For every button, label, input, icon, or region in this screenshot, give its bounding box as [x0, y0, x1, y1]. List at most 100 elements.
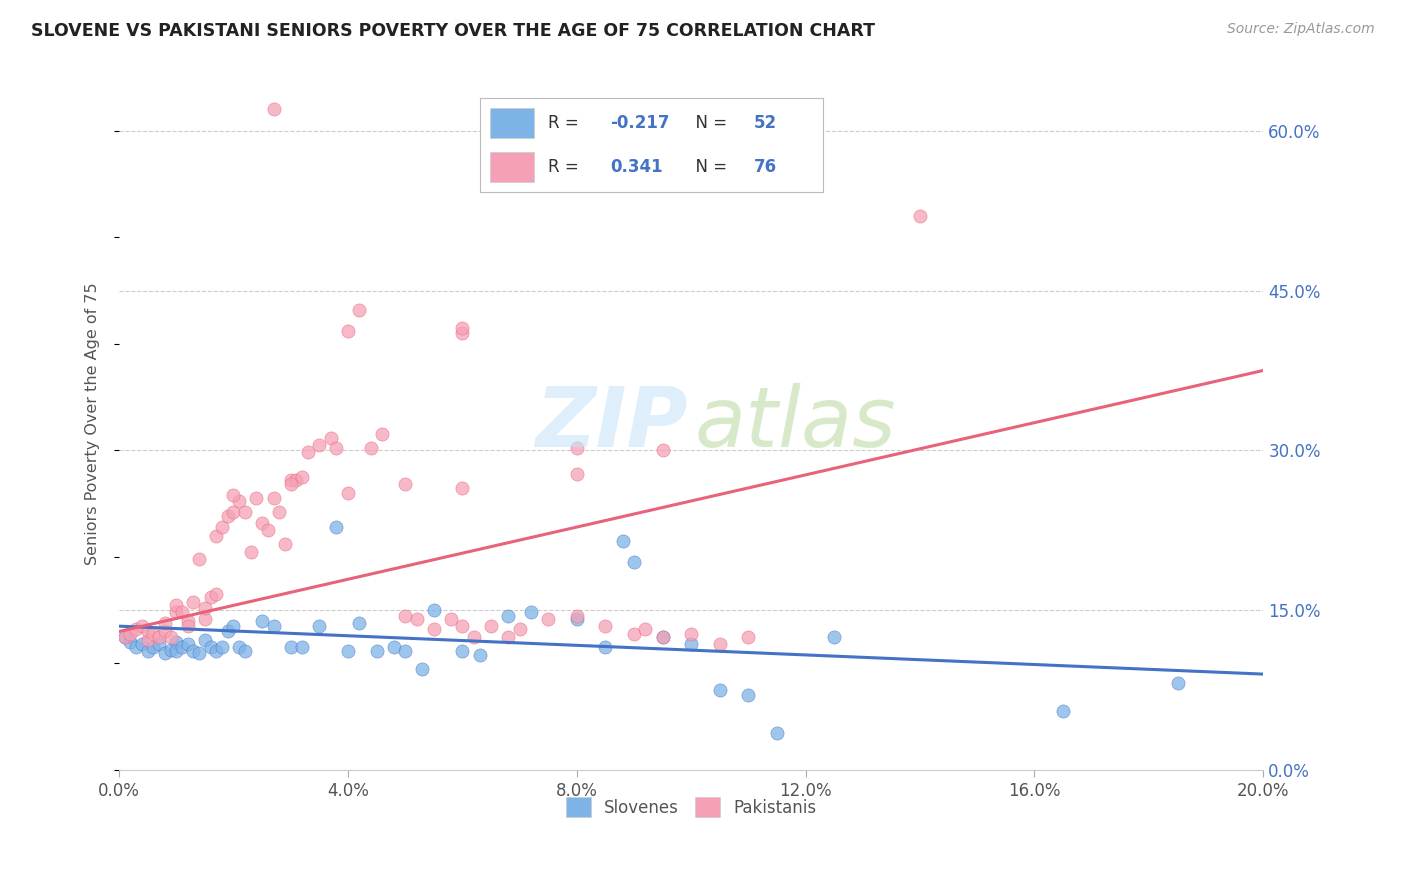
Point	[479, 619, 502, 633]
Point	[520, 605, 543, 619]
Point	[159, 642, 181, 657]
Text: ZIP: ZIP	[536, 384, 688, 464]
Point	[468, 648, 491, 662]
Point	[131, 619, 153, 633]
Point	[509, 623, 531, 637]
Point	[228, 640, 250, 655]
Point	[217, 509, 239, 524]
Point	[451, 619, 474, 633]
Point	[256, 523, 278, 537]
Point	[651, 630, 673, 644]
Point	[153, 646, 176, 660]
Point	[136, 643, 159, 657]
Point	[709, 683, 731, 698]
Point	[205, 528, 228, 542]
Text: Source: ZipAtlas.com: Source: ZipAtlas.com	[1227, 22, 1375, 37]
Point	[681, 637, 703, 651]
Point	[440, 612, 463, 626]
Text: SLOVENE VS PAKISTANI SENIORS POVERTY OVER THE AGE OF 75 CORRELATION CHART: SLOVENE VS PAKISTANI SENIORS POVERTY OVE…	[31, 22, 875, 40]
Point	[153, 624, 176, 639]
Point	[250, 516, 273, 530]
Point	[291, 640, 314, 655]
Point	[709, 637, 731, 651]
Point	[565, 467, 588, 481]
Point	[142, 640, 165, 655]
Point	[451, 481, 474, 495]
Point	[200, 640, 222, 655]
Text: atlas: atlas	[695, 384, 896, 464]
Point	[349, 302, 371, 317]
Point	[651, 630, 673, 644]
Point	[211, 520, 233, 534]
Point	[319, 431, 342, 445]
Point	[595, 619, 617, 633]
Point	[165, 605, 187, 619]
Point	[595, 640, 617, 655]
Point	[263, 619, 285, 633]
Point	[336, 324, 359, 338]
Point	[194, 632, 217, 647]
Point	[228, 494, 250, 508]
Point	[188, 552, 211, 566]
Point	[422, 603, 444, 617]
Point	[623, 555, 645, 569]
Point	[222, 488, 245, 502]
Point	[177, 619, 200, 633]
Point	[269, 505, 291, 519]
Point	[114, 630, 136, 644]
Point	[308, 619, 330, 633]
Point	[623, 626, 645, 640]
Point	[194, 601, 217, 615]
Point	[908, 209, 931, 223]
Point	[612, 533, 634, 548]
Point	[634, 623, 657, 637]
Point	[405, 612, 427, 626]
Point	[325, 441, 347, 455]
Point	[245, 491, 267, 506]
Point	[1166, 675, 1188, 690]
Point	[336, 643, 359, 657]
Legend: Slovenes, Pakistanis: Slovenes, Pakistanis	[558, 790, 824, 824]
Point	[280, 640, 302, 655]
Point	[120, 626, 142, 640]
Point	[274, 537, 297, 551]
Point	[280, 473, 302, 487]
Point	[142, 626, 165, 640]
Point	[325, 520, 347, 534]
Point	[285, 473, 308, 487]
Point	[211, 640, 233, 655]
Point	[737, 689, 759, 703]
Point	[136, 624, 159, 639]
Point	[280, 477, 302, 491]
Point	[120, 635, 142, 649]
Point	[165, 598, 187, 612]
Point	[565, 441, 588, 455]
Point	[148, 630, 170, 644]
Point	[233, 505, 256, 519]
Point	[222, 505, 245, 519]
Point	[366, 643, 388, 657]
Point	[263, 491, 285, 506]
Point	[153, 615, 176, 630]
Point	[394, 477, 416, 491]
Point	[451, 643, 474, 657]
Point	[250, 614, 273, 628]
Point	[766, 725, 789, 739]
Point	[239, 544, 262, 558]
Point	[737, 630, 759, 644]
Point	[422, 623, 444, 637]
Point	[200, 591, 222, 605]
Point	[177, 637, 200, 651]
Point	[170, 605, 193, 619]
Point	[183, 643, 205, 657]
Point	[451, 326, 474, 340]
Point	[205, 643, 228, 657]
Point	[394, 608, 416, 623]
Point	[382, 640, 405, 655]
Point	[336, 486, 359, 500]
Point	[170, 640, 193, 655]
Point	[165, 635, 187, 649]
Point	[177, 614, 200, 628]
Point	[263, 103, 285, 117]
Point	[681, 626, 703, 640]
